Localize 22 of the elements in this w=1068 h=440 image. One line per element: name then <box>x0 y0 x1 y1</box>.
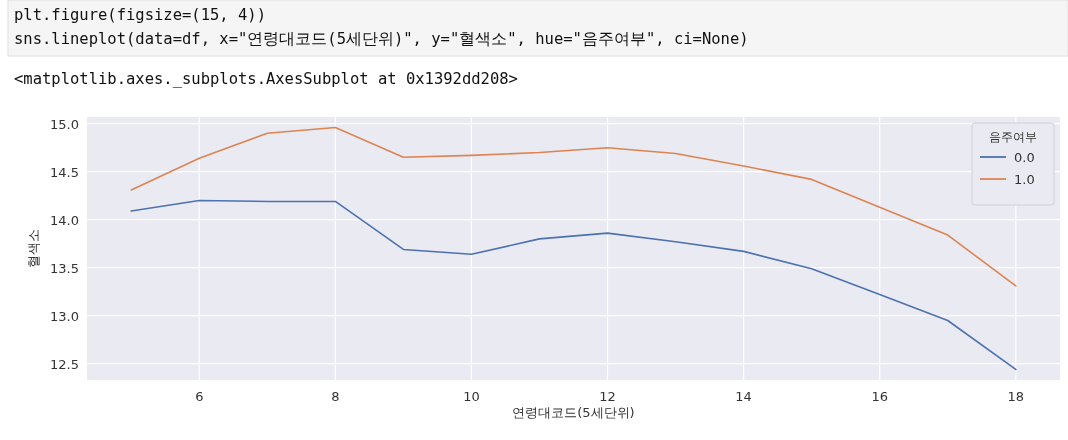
x-tick-label: 6 <box>195 389 204 404</box>
y-tick-label: 13.5 <box>50 260 79 276</box>
text: plt.figure(figsize=(15, 4)) <box>14 6 266 24</box>
text: <matplotlib.axes._subplots.AxesSubplot at 0x1392dd208> <box>14 70 518 88</box>
text: sns.lineplot(data=df, x="연령대코드(5세단위)", y="혈색소", hue="음주여부", ci=None) <box>14 30 749 48</box>
y-axis-title: 혈색소 <box>26 229 41 268</box>
y-tick-label: 12.5 <box>50 356 79 372</box>
line-series <box>130 199 1017 371</box>
legend-label: 0.0 <box>1014 150 1035 165</box>
legend-title: 음주여부 <box>989 130 1037 144</box>
y-tick-label: 14.0 <box>50 212 79 228</box>
y-tick-label: 15.0 <box>50 116 79 132</box>
legend-label: 1.0 <box>1014 172 1035 187</box>
x-axis-title: 연령대코드(5세단위) <box>512 405 635 420</box>
x-tick-label: 12 <box>599 389 616 404</box>
y-tick-label: 14.5 <box>50 164 79 180</box>
y-tick-label: 13.0 <box>50 308 79 324</box>
x-tick-label: 10 <box>463 389 480 404</box>
x-tick-label: 16 <box>871 389 888 404</box>
x-tick-label: 18 <box>1007 389 1025 404</box>
x-tick-label: 14 <box>735 389 752 404</box>
x-tick-label: 8 <box>331 389 340 404</box>
